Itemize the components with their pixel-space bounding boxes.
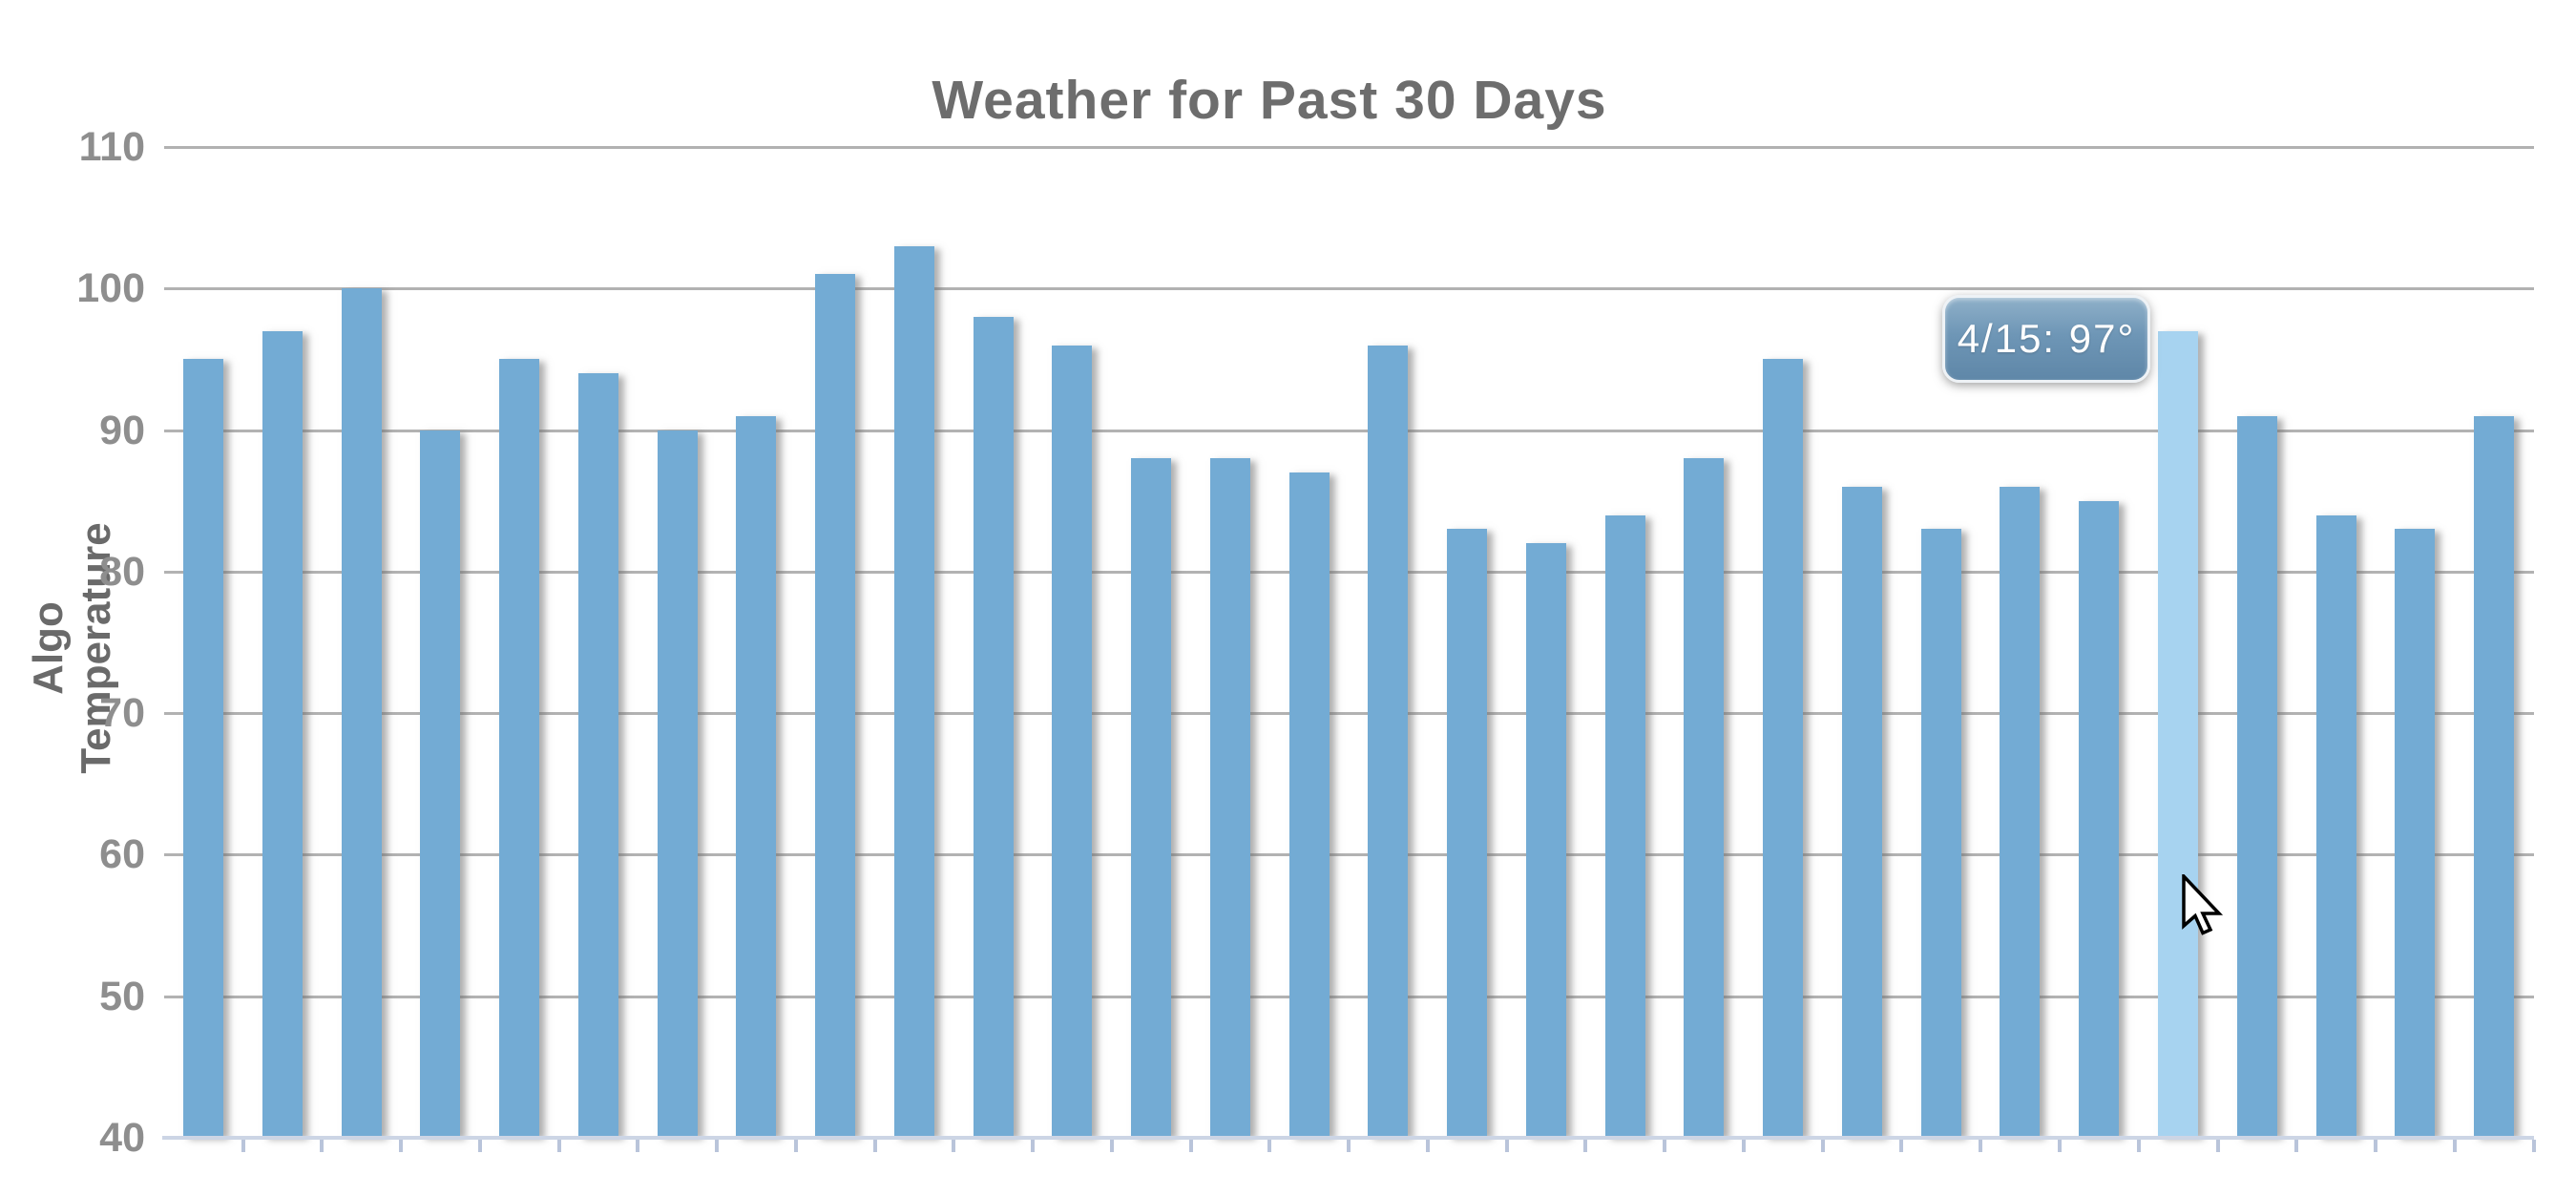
x-tick [2294,1140,2299,1152]
x-tick [2057,1140,2062,1152]
x-tick [1820,1140,1825,1152]
x-tick [1109,1140,1114,1152]
bar[interactable] [1209,458,1250,1137]
bar[interactable] [815,274,856,1137]
bar[interactable] [420,430,461,1137]
x-tick [636,1140,640,1152]
x-tick [2531,1140,2536,1152]
x-tick [1899,1140,1904,1152]
bar[interactable] [736,415,777,1137]
bar[interactable] [1288,472,1330,1137]
x-tick [793,1140,798,1152]
gridline [164,287,2534,291]
bar[interactable] [1525,543,1566,1137]
x-tick [1031,1140,1036,1152]
x-tick [2374,1140,2378,1152]
bar[interactable] [2474,415,2515,1137]
x-tick [1741,1140,1746,1152]
x-tick [952,1140,956,1152]
bar[interactable] [1763,359,1804,1137]
x-tick [399,1140,404,1152]
gridline [164,853,2534,857]
chart-title: Weather for Past 30 Days [932,70,1607,131]
y-tick-label: 90 [99,407,145,453]
x-tick [1425,1140,1430,1152]
bar[interactable] [657,430,698,1137]
x-tick [2452,1140,2457,1152]
x-tick [241,1140,245,1152]
x-tick [1267,1140,1272,1152]
y-tick-label: 100 [76,265,145,312]
x-tick [1188,1140,1193,1152]
plot-area [162,146,2536,1152]
gridline [164,429,2534,432]
x-axis-line [162,1136,2534,1140]
y-tick-label: 80 [99,548,145,595]
y-axis-label: Algo Temperature [25,522,119,774]
x-tick [715,1140,720,1152]
bar[interactable] [262,330,303,1137]
bar[interactable] [1684,458,1725,1137]
bar[interactable] [2236,415,2277,1137]
bar[interactable] [577,373,618,1137]
gridline [164,712,2534,716]
bar[interactable] [2395,529,2436,1137]
y-tick-label: 50 [99,973,145,1019]
y-tick-label: 70 [99,690,145,737]
bar[interactable] [499,359,540,1137]
x-tick [1504,1140,1509,1152]
mouse-cursor [2182,874,2224,935]
x-tick [872,1140,877,1152]
bar[interactable] [183,359,223,1137]
x-tick [2215,1140,2220,1152]
x-tick [1583,1140,1588,1152]
bar[interactable] [893,245,934,1137]
x-tick [477,1140,482,1152]
bar[interactable] [2315,514,2356,1137]
bar[interactable] [973,316,1014,1137]
bar[interactable] [1447,529,1488,1137]
x-tick [1663,1140,1667,1152]
tooltip: 4/15: 97° [1942,295,2150,383]
x-tick [320,1140,325,1152]
gridline [164,146,2534,149]
x-tick [556,1140,561,1152]
bar[interactable] [1131,458,1172,1137]
bar[interactable] [1052,345,1093,1137]
bar[interactable] [2000,486,2041,1137]
bar-highlighted[interactable] [2158,330,2198,1137]
bar[interactable] [1368,345,1409,1137]
y-tick-label: 40 [99,1115,145,1162]
bar[interactable] [2079,500,2120,1137]
bar[interactable] [1604,514,1645,1137]
bar[interactable] [341,288,382,1137]
bar[interactable] [1841,486,1882,1137]
bar[interactable] [1920,529,1961,1137]
x-tick [2136,1140,2141,1152]
x-tick [1979,1140,1983,1152]
y-tick-label: 60 [99,831,145,878]
gridline [164,995,2534,998]
gridline [164,570,2534,574]
x-tick [1347,1140,1351,1152]
y-tick-label: 110 [78,124,145,170]
